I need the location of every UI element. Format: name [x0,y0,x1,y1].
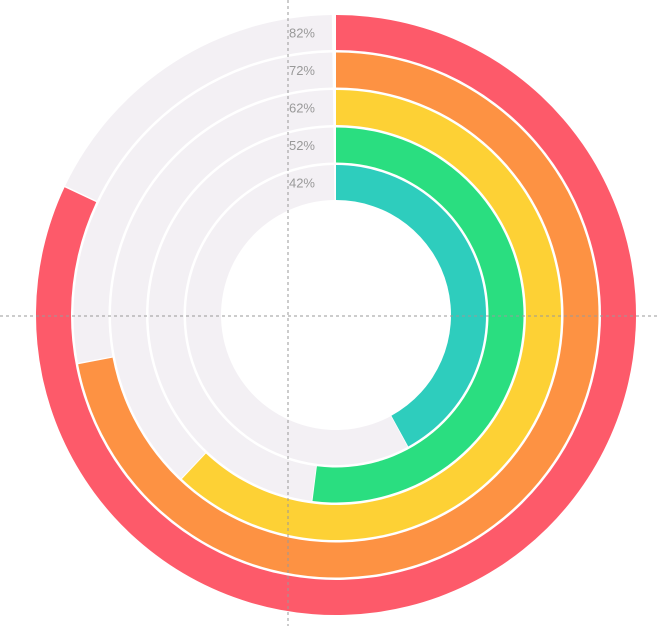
ring-label: 62% [289,101,315,116]
ring-bar-62[interactable] [181,90,561,540]
ring-track [65,15,333,201]
ring-bar-52[interactable] [312,127,524,503]
ring-bar-42[interactable] [336,165,487,447]
ring-track [186,165,408,466]
ring-track [111,90,334,479]
ring-label: 52% [289,138,315,153]
ring-label: 72% [289,63,315,78]
ring-track [148,127,334,501]
ring-track [73,52,333,363]
ring-label: 42% [289,176,315,191]
ring-label: 82% [289,26,315,41]
